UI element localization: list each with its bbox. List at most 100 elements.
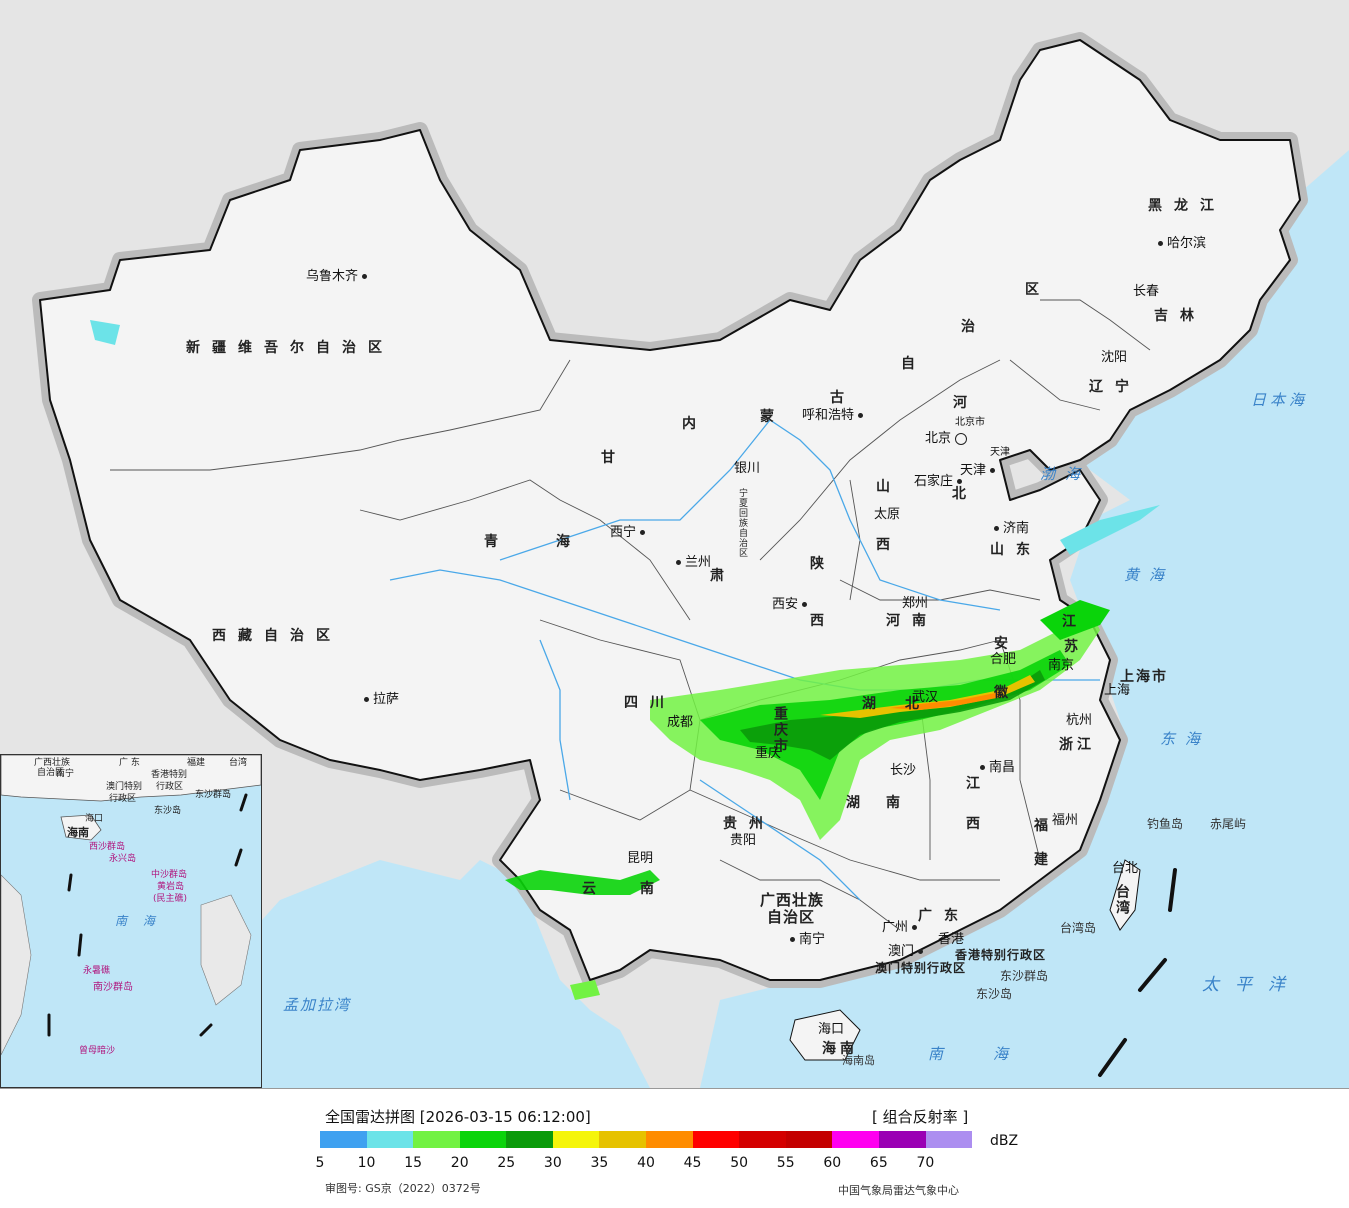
province-label: 山东	[990, 542, 1042, 558]
province-label: 苏	[1064, 639, 1090, 655]
island-label: 海南岛	[842, 1054, 875, 1067]
province-label: 内	[682, 416, 708, 432]
province-label: 西	[876, 537, 902, 553]
inset-label: 福建	[187, 758, 206, 768]
city-label: 昆明	[627, 851, 654, 866]
legend-tick: 60	[823, 1155, 842, 1171]
city-label: 海口	[818, 1022, 845, 1037]
city-label: 沈阳	[1101, 350, 1128, 365]
legend-tick: 10	[357, 1155, 376, 1171]
legend-swatch	[692, 1131, 740, 1148]
city-label: 呼和浩特	[802, 409, 867, 422]
city-label: 郑州	[902, 596, 929, 611]
hainan-island	[789, 1009, 861, 1061]
province-label: 重庆市	[772, 706, 788, 754]
city-label: 乌鲁木齐	[306, 270, 371, 283]
island-label: 东沙岛	[976, 987, 1013, 1001]
inset-label: 台湾	[229, 758, 248, 768]
legend-panel: 全国雷达拼图 [2026-03-15 06:12:00] [ 组合反射率 ] d…	[0, 1089, 1349, 1208]
province-label: 辽宁	[1089, 379, 1141, 395]
legend-swatch	[739, 1131, 786, 1148]
inset-label: 东沙群岛	[195, 790, 232, 800]
city-dot	[957, 479, 963, 484]
inset-label: 中沙群岛	[151, 870, 188, 880]
city-dot	[980, 765, 985, 770]
sea-label: 东海	[1160, 730, 1211, 748]
inset-label: 西沙群岛	[89, 842, 126, 852]
legend-unit: dBZ	[990, 1133, 1019, 1149]
island-label: 钓鱼岛	[1147, 817, 1184, 831]
city-dot	[802, 602, 808, 607]
province-label: 湖	[862, 696, 888, 712]
city-dot	[790, 937, 795, 942]
province-label: 南	[640, 881, 666, 897]
city-label: 石家庄	[914, 475, 966, 488]
taiwan-island	[1109, 859, 1141, 931]
city-dot	[912, 925, 918, 930]
island-label: 台湾岛	[1060, 921, 1097, 935]
sea-label: 黄海	[1124, 566, 1175, 584]
province-label: 广西壮族	[760, 891, 825, 909]
legend-swatch	[785, 1131, 833, 1148]
legend-swatch	[832, 1131, 879, 1148]
province-label: 江	[1062, 614, 1088, 630]
province-label: 徽	[994, 685, 1020, 701]
province-label: 海	[556, 534, 582, 550]
province-label: 香港特别行政区	[955, 948, 1047, 962]
legend-tick: 5	[315, 1155, 325, 1171]
province-label: 甘	[601, 450, 627, 466]
province-label: 澳门特别行政区	[875, 961, 967, 975]
province-label: 青	[484, 534, 510, 550]
province-label: 台湾	[1114, 884, 1130, 916]
legend-tick: 70	[916, 1155, 935, 1171]
legend-swatch	[413, 1131, 460, 1148]
legend-swatch	[320, 1131, 367, 1148]
island-label: 东沙群岛	[1000, 969, 1049, 983]
province-label: 云	[582, 881, 608, 897]
inset-label: 香港特别	[151, 770, 188, 780]
inset-label: 澳门特别	[106, 782, 143, 792]
province-label: 黑龙江	[1148, 198, 1226, 214]
province-label: 北	[952, 486, 978, 502]
province-label: 上海市	[1120, 669, 1168, 685]
sea-label: 日本海	[1251, 391, 1309, 409]
province-label: 山	[876, 479, 902, 495]
agency-name: 中国气象局雷达气象中心	[838, 1184, 959, 1197]
province-label: 治	[961, 319, 987, 335]
legend-tick: 45	[683, 1155, 702, 1171]
inset-label: 曾母暗沙	[79, 1046, 116, 1056]
province-label: 区	[1025, 282, 1051, 298]
city-label: 上海	[1104, 683, 1131, 698]
city-label: 济南	[990, 522, 1029, 535]
city-label: 拉萨	[360, 693, 399, 706]
city-label: 杭州	[1066, 713, 1093, 728]
inset-label: 行政区	[109, 794, 137, 804]
legend-swatch	[366, 1131, 414, 1148]
province-label: 北	[905, 696, 931, 712]
province-label: 福	[1034, 818, 1060, 834]
city-label: 武汉	[912, 690, 939, 705]
city-label: 长沙	[890, 763, 917, 778]
city-label: 成都	[667, 715, 694, 730]
province-label: 宁夏回族自治区	[737, 488, 747, 558]
legend-tick: 40	[637, 1155, 655, 1171]
sea-label: 南海	[928, 1045, 1059, 1063]
city-dot	[918, 949, 924, 954]
legend-swatch	[878, 1131, 926, 1148]
legend-ticks: 5 10 15 20 25 30 35 40 45 50 55 60 65 70	[316, 1155, 972, 1171]
inset-label: 南沙群岛	[93, 982, 133, 993]
city-label: 北京市	[955, 417, 985, 428]
province-label: 自治区	[767, 908, 816, 926]
city-dot	[990, 468, 996, 473]
city-dot	[858, 413, 864, 418]
legend-tick: 30	[543, 1155, 562, 1171]
province-label: 四川	[624, 695, 676, 711]
province-label: 南	[886, 795, 912, 811]
city-dot	[676, 560, 681, 565]
legend-swatch	[506, 1131, 553, 1148]
legend-swatch	[925, 1131, 973, 1148]
province-label: 建	[1034, 852, 1060, 868]
province-label: 肃	[710, 568, 736, 584]
city-label: 天津	[990, 447, 1010, 458]
nine-dash-segments	[1098, 868, 1177, 1077]
